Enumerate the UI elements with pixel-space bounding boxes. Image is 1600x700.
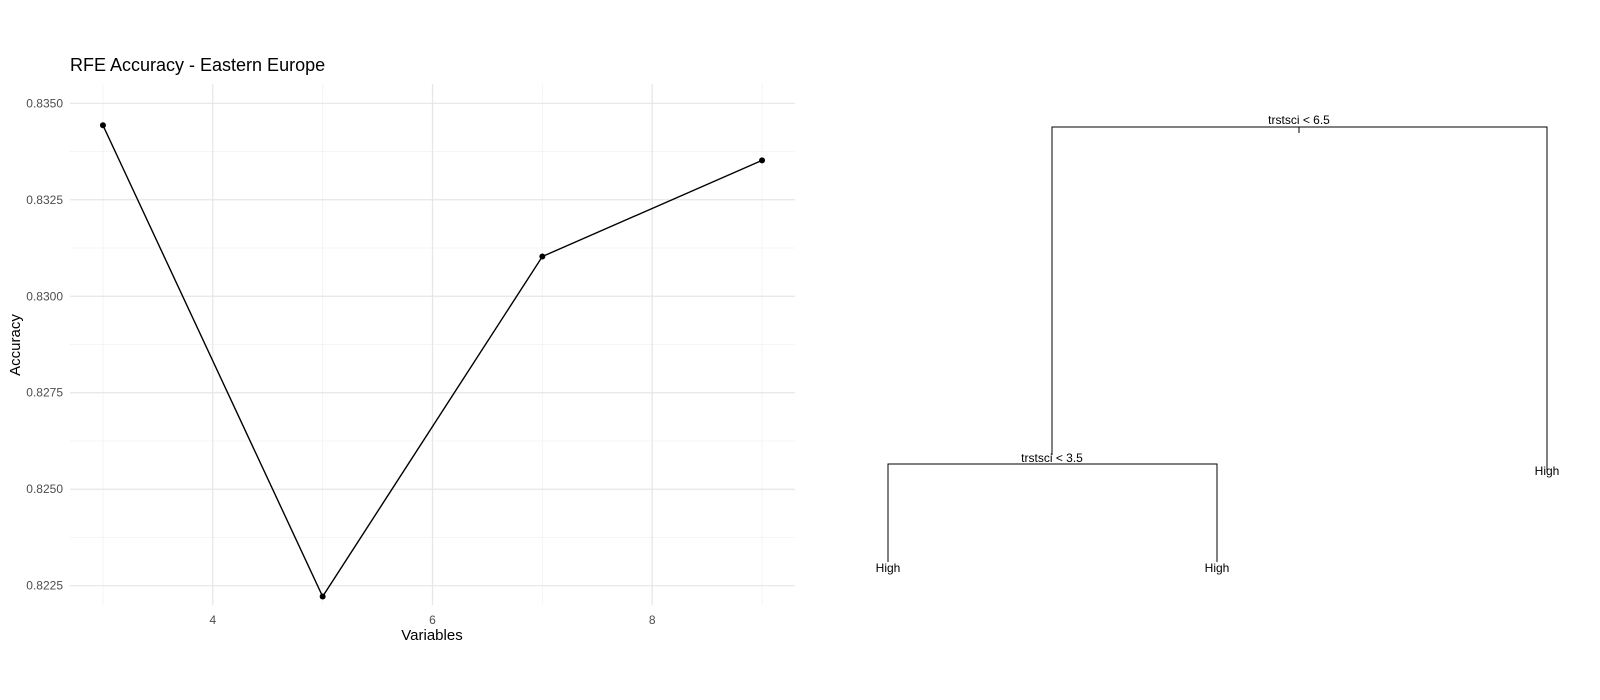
y-axis-ticks: 0.8225 0.8250 0.8275 0.8300 0.8325 0.8350 — [26, 96, 63, 592]
x-axis-title: Variables — [401, 627, 462, 644]
tree-left-branch — [887, 463, 1218, 562]
y-axis-title: Accuracy — [7, 314, 24, 376]
tree-leaf-left-right: High — [1205, 561, 1230, 575]
tree-left-split-label: trstsci < 3.5 — [1021, 451, 1083, 465]
tree-root-branch — [1051, 126, 1548, 470]
y-tick-label: 0.8325 — [26, 193, 63, 207]
grid — [70, 84, 795, 605]
tree-root-split-label: trstsci < 6.5 — [1268, 113, 1330, 127]
tree-leaf-left-left: High — [876, 561, 901, 575]
y-tick-label: 0.8300 — [26, 289, 63, 303]
y-tick-label: 0.8350 — [26, 96, 63, 110]
x-tick-label: 8 — [649, 613, 656, 627]
tree-leaf-right: High — [1535, 464, 1560, 478]
accuracy-line — [102, 124, 763, 598]
chart-title: RFE Accuracy - Eastern Europe — [70, 55, 325, 75]
accuracy-series — [99, 122, 766, 600]
x-axis-ticks: 4 6 8 — [209, 613, 655, 627]
x-tick-label: 6 — [429, 613, 436, 627]
accuracy-point — [99, 122, 106, 129]
decision-tree: trstsci < 6.5 trstsci < 3.5 High High Hi… — [876, 113, 1560, 575]
accuracy-point — [759, 157, 766, 164]
x-tick-label: 4 — [209, 613, 216, 627]
rfe-accuracy-chart: 0.8225 0.8250 0.8275 0.8300 0.8325 0.8350 4 6 8… — [7, 55, 795, 644]
accuracy-point — [319, 593, 326, 600]
y-tick-label: 0.8275 — [26, 386, 63, 400]
y-tick-label: 0.8225 — [26, 579, 63, 593]
y-tick-label: 0.8250 — [26, 482, 63, 496]
accuracy-point — [539, 253, 546, 260]
